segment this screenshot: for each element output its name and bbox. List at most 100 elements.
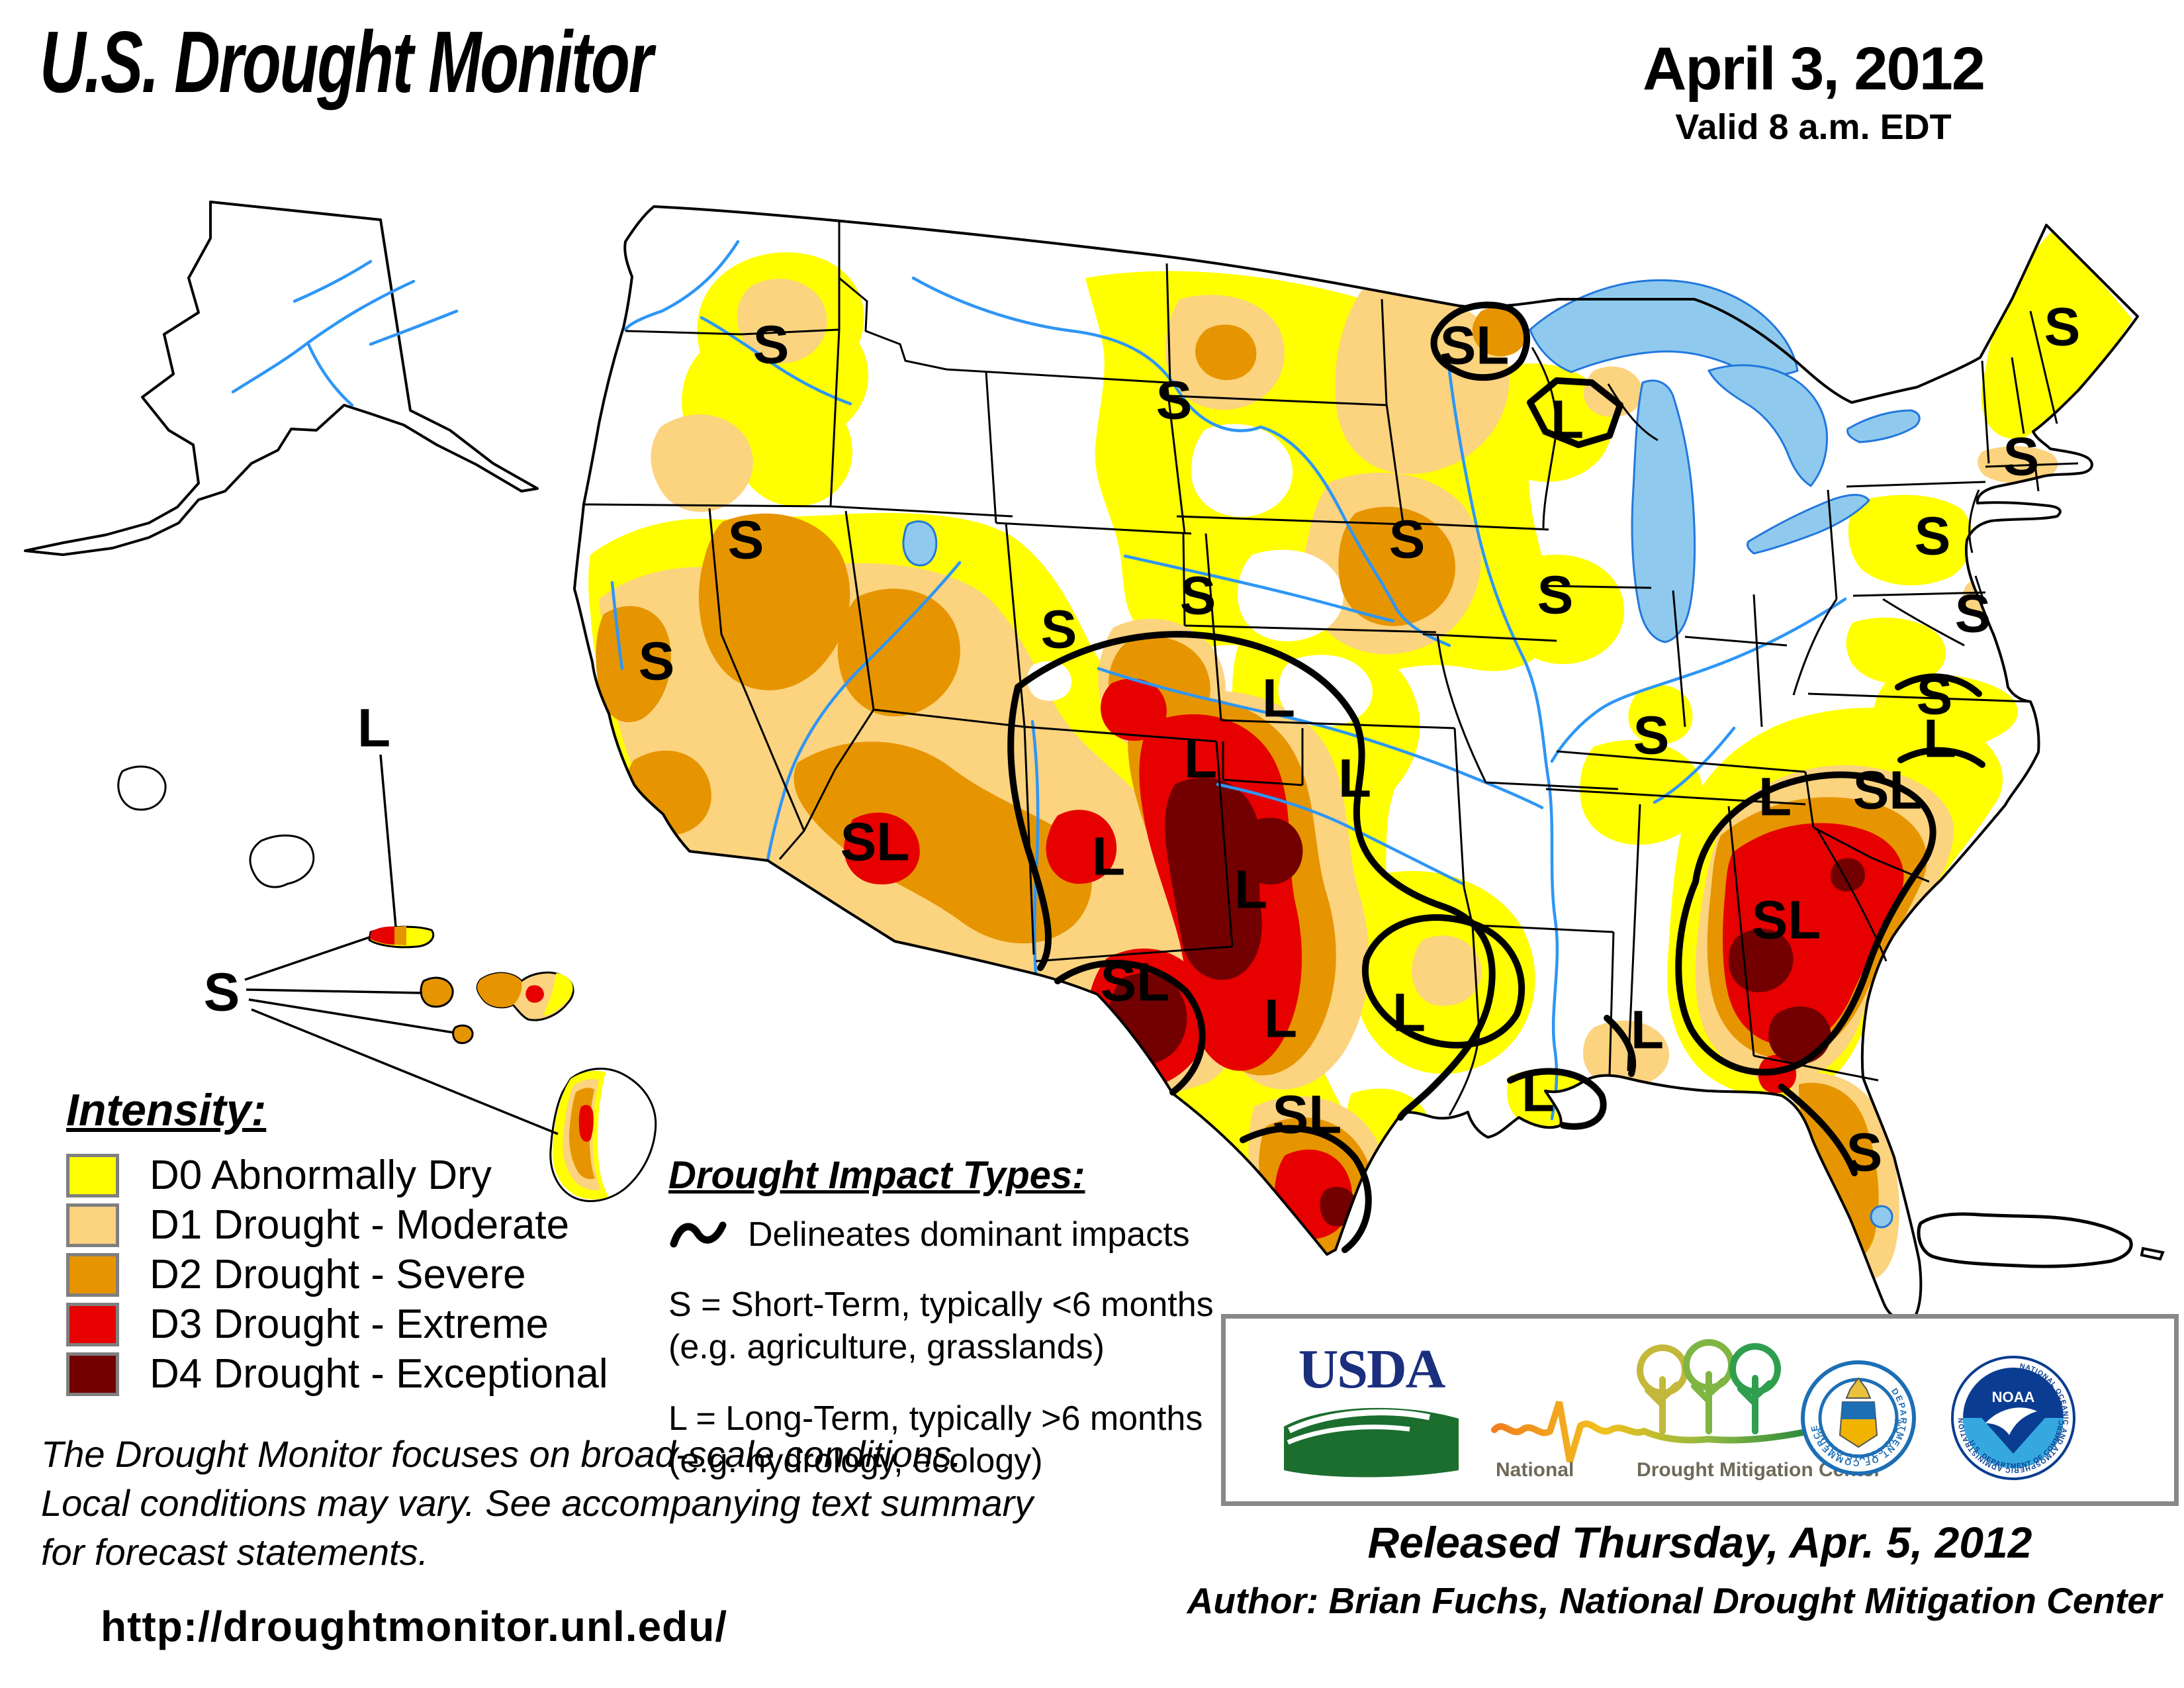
impact-types-heading: Drought Impact Types: xyxy=(668,1154,1085,1197)
impact-label-s: S xyxy=(1156,371,1193,431)
impact-boundaries xyxy=(1007,301,1985,1253)
ndmc-text-national: National xyxy=(1496,1459,1574,1481)
impact-label-s: S xyxy=(204,962,240,1023)
puerto-rico-outline xyxy=(1917,1212,2133,1268)
impact-label-l: L xyxy=(1758,767,1792,827)
agency-logos-box: USDA xyxy=(1221,1314,2179,1506)
ndmc-trees-icon xyxy=(1491,1339,1806,1463)
impact-label-s: S xyxy=(1846,1123,1883,1183)
usda-field-icon xyxy=(1284,1407,1459,1477)
impact-label-l: L xyxy=(1264,989,1297,1049)
hawaii-inset xyxy=(117,754,657,1202)
alaska-outline xyxy=(24,201,539,556)
impact-label-l: L xyxy=(1184,729,1217,790)
impact-label-sl: SL xyxy=(1273,1085,1342,1145)
short-term-example: (e.g. agriculture, grasslands) xyxy=(668,1328,1105,1366)
legend-heading: Intensity: xyxy=(66,1085,267,1135)
legend-row-d4: D4 Drought - Exceptional xyxy=(66,1349,608,1399)
impact-label-s: S xyxy=(1633,706,1670,766)
lake-ontario xyxy=(1846,409,1921,444)
impact-label-s: S xyxy=(1389,510,1426,570)
page-title: U.S. Drought Monitor xyxy=(40,13,653,111)
impact-label-s: S xyxy=(728,510,764,571)
short-term-text: S = Short-Term, typically <6 months xyxy=(668,1286,1214,1324)
alaska-inset xyxy=(24,201,539,556)
impact-label-s: S xyxy=(2003,427,2040,487)
long-term-block: L = Long-Term, typically >6 months (e.g.… xyxy=(668,1397,1264,1482)
impact-boundary-squiggle-icon xyxy=(670,1221,727,1248)
author-line: Author: Brian Fuchs, National Drought Mi… xyxy=(1187,1580,2162,1621)
drought-monitor-url: http://droughtmonitor.unl.edu/ xyxy=(101,1603,728,1650)
intensity-legend: Intensity: D0 Abnormally Dry D1 Drought … xyxy=(66,1084,608,1399)
state-borders xyxy=(583,222,2079,1116)
disclaimer-line-1: The Drought Monitor focuses on broad-sca… xyxy=(41,1433,962,1475)
disclaimer-line-2: Local conditions may vary. See accompany… xyxy=(41,1482,1034,1524)
oahu xyxy=(249,834,315,888)
delineates-text: Delineates dominant impacts xyxy=(748,1215,1190,1254)
short-term-block: S = Short-Term, typically <6 months (e.g… xyxy=(668,1284,1264,1368)
d2-swatch xyxy=(66,1252,119,1297)
long-term-example: (e.g. hydrology, ecology) xyxy=(668,1442,1043,1480)
kauai xyxy=(117,765,167,811)
impact-label-sl: SL xyxy=(1101,953,1170,1013)
disclaimer-line-3: for forecast statements. xyxy=(41,1531,429,1573)
impact-label-s: S xyxy=(1955,584,1991,644)
ndmc-logo: National Drought Mitigation Center xyxy=(1490,1332,1882,1487)
impact-label-s: S xyxy=(639,632,675,692)
impact-label-s: S xyxy=(1915,506,1951,567)
kahoolawe xyxy=(452,1024,474,1045)
lanai xyxy=(420,976,454,1008)
delineates-row: Delineates dominant impacts xyxy=(668,1215,1264,1254)
date-block: April 3, 2012 Valid 8 a.m. EDT xyxy=(1615,34,2012,148)
impact-label-s: S xyxy=(1917,666,1953,726)
usda-logo: USDA xyxy=(1272,1337,1471,1484)
impact-label-s: S xyxy=(2044,297,2081,357)
d0-swatch xyxy=(66,1153,119,1197)
impact-label-sl: SL xyxy=(841,812,910,872)
impact-label-l: L xyxy=(1338,749,1371,809)
legend-row-d2: D2 Drought - Severe xyxy=(66,1250,608,1299)
d1-swatch xyxy=(66,1203,119,1247)
legend-row-d3: D3 Drought - Extreme xyxy=(66,1299,608,1349)
impact-label-l: L xyxy=(1522,1063,1555,1123)
impact-label-l: L xyxy=(1234,860,1267,920)
impact-label-l: L xyxy=(1392,983,1426,1043)
usda-wordmark: USDA xyxy=(1298,1338,1446,1400)
release-date-line: Released Thursday, Apr. 5, 2012 xyxy=(1367,1518,2032,1567)
impact-label-l: L xyxy=(357,698,390,759)
puerto-rico-inset xyxy=(1917,1212,2165,1268)
hawaii-leader-lines xyxy=(244,754,559,1135)
great-lakes xyxy=(902,279,1921,1229)
long-term-text: L = Long-Term, typically >6 months xyxy=(668,1399,1203,1438)
great-salt-lake xyxy=(902,520,938,567)
impact-types-block: Drought Impact Types: Delineates dominan… xyxy=(668,1153,1264,1482)
alaska-rivers xyxy=(231,259,459,407)
impact-label-l: L xyxy=(1262,669,1295,729)
impact-label-l: L xyxy=(1631,1000,1664,1060)
legend-row-d1: D1 Drought - Moderate xyxy=(66,1200,608,1250)
lake-okeechobee xyxy=(1870,1205,1893,1229)
disclaimer: The Drought Monitor focuses on broad-sca… xyxy=(41,1430,1033,1577)
impact-label-l: L xyxy=(1092,827,1125,887)
d4-label: D4 Drought - Exceptional xyxy=(150,1351,608,1397)
d3-swatch xyxy=(66,1302,119,1346)
impact-label-sl: SL xyxy=(1853,761,1923,821)
impact-label-s: S xyxy=(1180,566,1216,626)
map-date: April 3, 2012 xyxy=(1642,35,1985,103)
d0-label: D0 Abnormally Dry xyxy=(150,1152,492,1198)
legend-row-d0: D0 Abnormally Dry xyxy=(66,1150,608,1200)
impact-label-l: L xyxy=(1551,390,1584,450)
lake-erie xyxy=(1746,494,1870,555)
impact-label-sl: SL xyxy=(1440,316,1510,376)
impact-label-l: L xyxy=(1923,709,1956,769)
impact-label-s: S xyxy=(753,315,790,375)
d1-label: D1 Drought - Moderate xyxy=(150,1202,570,1248)
valid-time: Valid 8 a.m. EDT xyxy=(1675,107,1952,147)
lake-huron xyxy=(1707,364,1829,487)
impact-label-sl: SL xyxy=(1752,890,1821,951)
d2-label: D2 Drought - Severe xyxy=(150,1252,526,1297)
d4-swatch xyxy=(66,1352,119,1396)
impact-label-s: S xyxy=(1041,600,1077,660)
